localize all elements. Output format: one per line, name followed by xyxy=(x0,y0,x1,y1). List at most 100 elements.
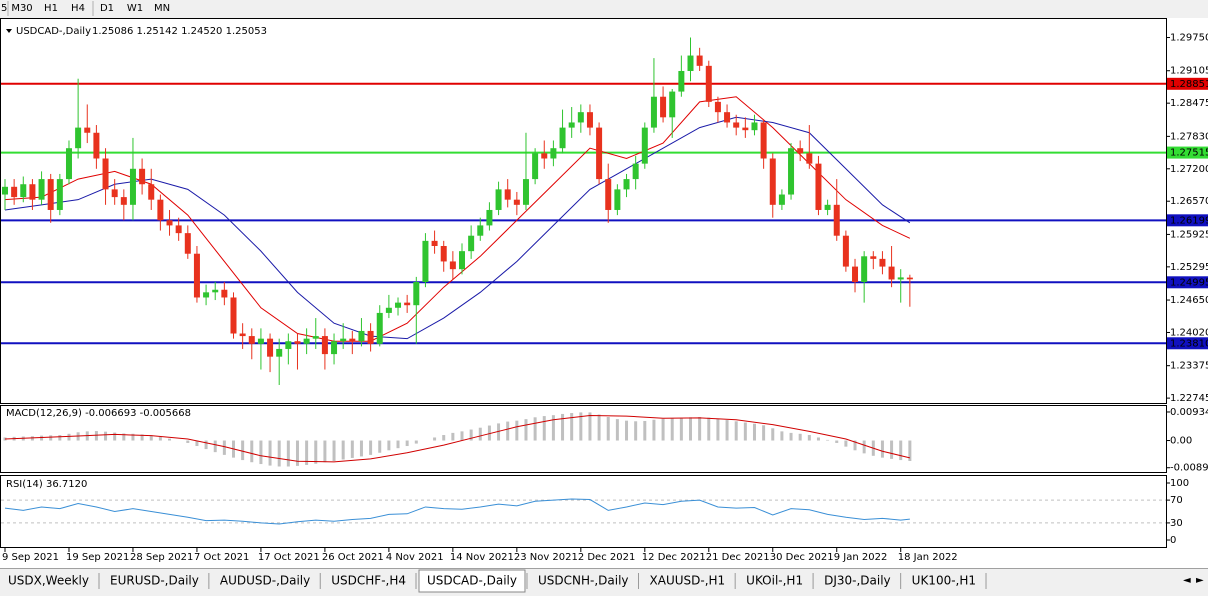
timeframe-toolbar xyxy=(0,0,1208,18)
macd-histogram-bar xyxy=(780,431,784,441)
macd-histogram-bar xyxy=(241,440,245,461)
macd-histogram-bar xyxy=(698,417,702,441)
y-tick-label: -0.008902 xyxy=(1170,463,1208,474)
macd-histogram-bar xyxy=(570,413,574,441)
candle-body xyxy=(778,194,785,205)
x-tick-label: 26 Oct 2021 xyxy=(322,552,384,563)
macd-histogram-bar xyxy=(670,418,674,441)
moving-average xyxy=(4,116,911,340)
timeframe-button[interactable]: H4 xyxy=(71,3,85,14)
candle-body xyxy=(577,112,584,123)
macd-histogram-bar xyxy=(506,421,510,441)
x-tick-label: 12 Dec 2021 xyxy=(642,552,706,563)
macd-histogram-bar xyxy=(405,440,409,447)
candle-body xyxy=(340,338,347,342)
macd-histogram-bar xyxy=(725,420,729,441)
candle-body xyxy=(120,197,127,205)
timeframe-button[interactable]: M30 xyxy=(11,3,32,14)
tab[interactable]: USDCHF-,H4 xyxy=(331,574,406,588)
x-tick-label: 17 Oct 2021 xyxy=(258,552,320,563)
candle-body xyxy=(596,127,603,180)
y-tick-label: 1.23375 xyxy=(1170,361,1208,372)
x-tick-label: 9 Sep 2021 xyxy=(2,552,59,563)
y-tick-label: 100 xyxy=(1170,478,1189,489)
x-tick-label: 19 Sep 2021 xyxy=(66,552,129,563)
scroll-left[interactable]: ◄ xyxy=(1183,575,1191,586)
timeframe-button[interactable]: W1 xyxy=(127,3,143,14)
tab[interactable]: XAUUSD-,H1 xyxy=(650,574,726,588)
tab[interactable]: USDCAD-,Daily xyxy=(427,574,517,588)
candle-body xyxy=(733,122,740,128)
y-tick-label: 1.25295 xyxy=(1170,262,1208,273)
macd-histogram-bar xyxy=(524,419,528,441)
macd-histogram-bar xyxy=(222,440,226,455)
tab[interactable]: AUDUSD-,Daily xyxy=(220,574,310,588)
macd-histogram-bar xyxy=(643,420,647,441)
macd-histogram-bar xyxy=(295,440,299,466)
x-tick-label: 28 Sep 2021 xyxy=(130,552,193,563)
timeframe-button[interactable]: MN xyxy=(154,3,170,14)
scroll-right[interactable]: ► xyxy=(1196,575,1204,586)
timeframe-button[interactable]: D1 xyxy=(100,3,114,14)
y-tick-label: 1.24020 xyxy=(1170,327,1208,338)
macd-histogram-bar xyxy=(259,440,263,465)
x-tick-label: 9 Jan 2022 xyxy=(834,552,888,563)
macd-histogram-bar xyxy=(542,416,546,441)
candle-body xyxy=(760,122,767,159)
tab[interactable]: DJ30-,Daily xyxy=(824,574,891,588)
macd-histogram-bar xyxy=(277,440,281,467)
candle-body xyxy=(440,246,447,262)
macd-histogram-bar xyxy=(268,440,272,466)
macd-histogram-bar xyxy=(478,427,482,441)
candle-body xyxy=(705,65,712,102)
candle-body xyxy=(111,189,118,198)
candle-body xyxy=(788,148,795,195)
candle-body xyxy=(367,330,374,344)
timeframe-button[interactable]: H1 xyxy=(44,3,58,14)
macd-histogram-bar xyxy=(533,417,537,441)
candle-body xyxy=(669,91,676,118)
candle-body xyxy=(687,55,694,71)
macd-histogram-bar xyxy=(49,435,53,441)
tab[interactable]: EURUSD-,Daily xyxy=(110,574,199,588)
x-tick-label: 7 Oct 2021 xyxy=(194,552,249,563)
candle-body xyxy=(175,225,182,234)
candle-body xyxy=(11,186,18,198)
level-price-box xyxy=(1167,146,1208,159)
macd-histogram-bar xyxy=(94,431,98,441)
tab-bar xyxy=(0,568,1208,596)
macd-title: MACD(12,26,9) -0.006693 -0.005668 xyxy=(6,408,191,419)
x-tick-label: 4 Nov 2021 xyxy=(386,552,444,563)
candle-body xyxy=(358,330,365,342)
macd-histogram-bar xyxy=(752,423,756,441)
symbol-title: USDCAD-,Daily xyxy=(16,26,91,37)
tab[interactable]: USDCNH-,Daily xyxy=(538,574,629,588)
macd-signal-line xyxy=(4,414,910,463)
macd-histogram-bar xyxy=(597,414,601,441)
level-price-label: 1.26199 xyxy=(1170,215,1208,226)
candle-body xyxy=(148,184,155,200)
macd-histogram-bar xyxy=(743,422,747,441)
macd-histogram-bar xyxy=(762,425,766,441)
timeframe-button[interactable]: 5 xyxy=(1,3,7,14)
candle-body xyxy=(513,199,520,205)
macd-histogram-bar xyxy=(551,415,555,441)
collapse-triangle[interactable] xyxy=(6,29,12,33)
tab[interactable]: UK100-,H1 xyxy=(912,574,976,588)
macd-histogram-bar xyxy=(213,440,217,453)
candle-body xyxy=(815,163,822,210)
candle-body xyxy=(376,312,383,344)
candle-body xyxy=(714,101,721,113)
candle-body xyxy=(522,179,529,205)
candle-body xyxy=(431,240,438,247)
macd-histogram-bar xyxy=(487,425,491,441)
tab[interactable]: UKOil-,H1 xyxy=(746,574,803,588)
candle-body xyxy=(696,55,703,66)
candle-body xyxy=(678,70,685,92)
tab[interactable]: USDX,Weekly xyxy=(8,574,89,588)
macd-histogram-bar xyxy=(890,440,894,459)
macd-histogram-bar xyxy=(661,418,665,441)
y-tick-label: 1.28475 xyxy=(1170,98,1208,109)
candle-body xyxy=(20,184,27,198)
candle-body xyxy=(742,127,749,131)
